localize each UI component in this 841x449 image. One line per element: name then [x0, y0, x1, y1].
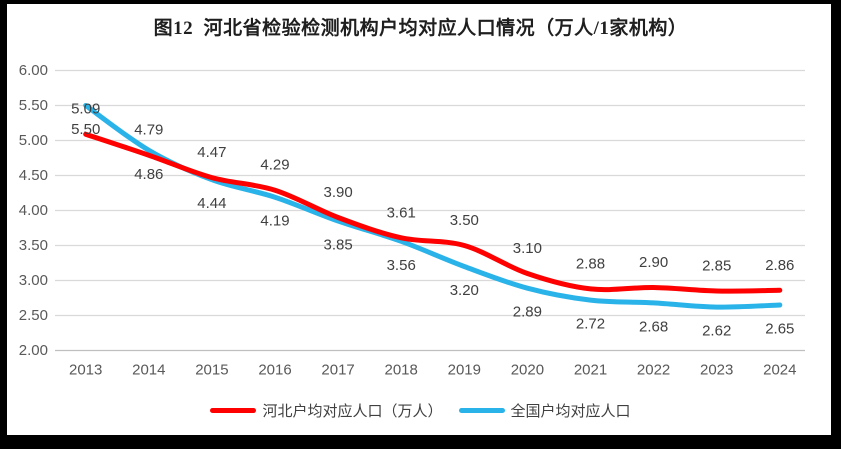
x-axis-tick-label: 2024	[763, 362, 796, 379]
data-label: 2.90	[639, 254, 668, 271]
x-axis-tick-label: 2017	[321, 362, 354, 379]
y-axis-tick-label: 4.00	[19, 202, 48, 219]
data-label: 2.68	[639, 318, 668, 335]
series-line-national	[83, 103, 783, 310]
border-left	[0, 0, 7, 449]
data-label: 2.85	[702, 258, 731, 275]
data-label: 4.79	[134, 122, 163, 139]
data-label: 3.50	[450, 212, 479, 229]
data-label: 4.44	[197, 195, 226, 212]
x-axis-tick-label: 2019	[448, 362, 481, 379]
data-label: 2.72	[576, 316, 605, 333]
y-axis-tick-label: 3.00	[19, 272, 48, 289]
data-label: 2.62	[702, 323, 731, 340]
border-right	[831, 0, 841, 449]
x-axis-tick-label: 2016	[258, 362, 291, 379]
y-axis-tick-label: 5.50	[19, 97, 48, 114]
data-label: 3.56	[387, 257, 416, 274]
chart-title: 图12 河北省检验检测机构户均对应人口情况（万人/1家机构）	[153, 18, 688, 39]
data-label: 4.19	[260, 213, 289, 230]
legend-item-hebei: 河北户均对应人口（万人）	[210, 400, 443, 421]
x-axis-tick-label: 2023	[700, 362, 733, 379]
data-label: 5.50	[71, 121, 100, 138]
data-label: 3.10	[513, 240, 542, 257]
y-axis-tick-label: 3.50	[19, 237, 48, 254]
data-label: 4.86	[134, 166, 163, 183]
x-axis-tick-label: 2014	[132, 362, 165, 379]
y-axis-tick-label: 2.50	[19, 307, 48, 324]
data-label: 4.29	[260, 157, 289, 174]
national-line-swatch-icon	[458, 408, 505, 413]
x-axis-tick-label: 2021	[574, 362, 607, 379]
y-axis-tick-label: 2.00	[19, 342, 48, 359]
data-label: 2.86	[765, 257, 794, 274]
y-axis-tick-label: 5.00	[19, 132, 48, 149]
x-axis-tick-label: 2013	[69, 362, 102, 379]
data-label: 2.65	[765, 321, 794, 338]
legend-label-national: 全国户均对应人口	[510, 403, 631, 420]
hebei-line-swatch-icon	[210, 408, 257, 413]
data-label: 5.09	[71, 101, 100, 118]
border-bottom	[0, 435, 841, 449]
series-line-hebei	[83, 131, 783, 294]
data-label: 3.61	[387, 204, 416, 221]
x-axis-tick-label: 2015	[195, 362, 228, 379]
x-axis-tick-label: 2020	[511, 362, 544, 379]
x-axis-tick-label: 2022	[637, 362, 670, 379]
border-top	[0, 0, 841, 4]
data-label: 4.47	[197, 144, 226, 161]
data-label: 3.20	[450, 282, 479, 299]
legend-item-national: 全国户均对应人口	[458, 400, 631, 421]
legend-label-hebei: 河北户均对应人口（万人）	[262, 403, 443, 420]
data-label: 3.90	[323, 184, 352, 201]
x-axis-tick-label: 2018	[385, 362, 418, 379]
y-axis-tick-label: 6.00	[19, 62, 48, 79]
chart-legend: 河北户均对应人口（万人） 全国户均对应人口	[0, 400, 841, 421]
data-label: 2.88	[576, 255, 605, 272]
y-axis-tick-label: 4.50	[19, 167, 48, 184]
data-label: 3.85	[323, 237, 352, 254]
data-label: 2.89	[513, 304, 542, 321]
